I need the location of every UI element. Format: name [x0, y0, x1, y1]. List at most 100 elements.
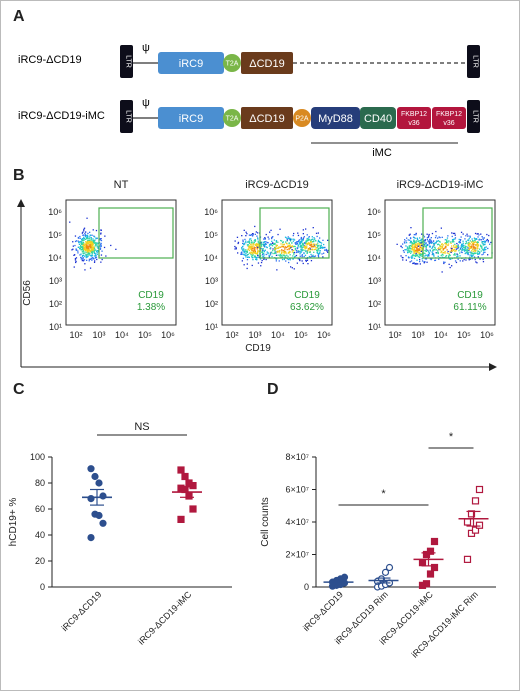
- data-point: [181, 472, 189, 481]
- flow-event-dot: [87, 240, 90, 242]
- flow-event-dot: [80, 245, 82, 248]
- flow-event-dot: [465, 235, 467, 237]
- flow-event-dot: [271, 237, 273, 240]
- flow-event-dot: [460, 251, 462, 253]
- flow-event-dot: [283, 258, 285, 261]
- flow-event-dot: [301, 254, 303, 256]
- flow-event-dot: [250, 245, 252, 247]
- flow-event-dot: [92, 250, 94, 252]
- flow-event-dot: [402, 259, 404, 261]
- flow-event-dot: [254, 251, 256, 253]
- flow-event-dot: [96, 242, 98, 244]
- flow-event-dot: [413, 257, 416, 260]
- flow-event-dot: [286, 246, 289, 248]
- flow-event-dot: [86, 249, 89, 251]
- flow-event-dot: [447, 244, 449, 247]
- flow-event-dot: [421, 249, 423, 251]
- flow-event-dot: [277, 254, 279, 256]
- flow-event-dot: [413, 255, 415, 257]
- flow-event-dot: [429, 249, 431, 251]
- flow-event-dot: [484, 249, 486, 251]
- flow-event-dot: [304, 254, 307, 256]
- flow-event-dot: [481, 247, 483, 250]
- flow-event-dot: [484, 251, 486, 253]
- flow-event-dot: [319, 250, 321, 252]
- flow-plot-frame: [221, 199, 333, 326]
- flow-event-dot: [79, 248, 81, 250]
- flow-event-dot: [444, 261, 446, 263]
- flow-event-dot: [409, 237, 412, 239]
- flow-event-dot: [95, 237, 97, 239]
- flow-event-dot: [79, 241, 81, 243]
- flow-event-dot: [456, 256, 458, 258]
- flow-event-dot: [246, 233, 248, 235]
- flow-event-dot: [475, 252, 477, 254]
- flow-event-dot: [317, 249, 319, 251]
- flow-event-dot: [317, 254, 320, 256]
- flow-event-dot: [427, 254, 429, 256]
- flow-event-dot: [469, 240, 471, 242]
- flow-event-dot: [419, 254, 421, 256]
- flow-event-dot: [77, 237, 80, 239]
- flow-event-dot: [249, 252, 252, 254]
- flow-event-dot: [415, 249, 417, 252]
- flow-event-dot: [471, 255, 474, 257]
- flow-event-dot: [302, 262, 304, 265]
- svg-text:FKBP12: FKBP12: [436, 111, 462, 118]
- flow-event-dot: [433, 243, 435, 245]
- flow-event-dot: [252, 257, 254, 259]
- flow-event-dot: [272, 252, 274, 255]
- flow-event-dot: [257, 251, 259, 254]
- flow-event-dot: [94, 242, 96, 244]
- flow-event-dot: [317, 232, 319, 234]
- flow-event-dot: [427, 240, 429, 242]
- svg-text:LTR: LTR: [125, 110, 132, 123]
- flow-event-dot: [81, 239, 83, 241]
- flow-event-dot: [311, 236, 313, 238]
- flow-event-dot: [298, 241, 301, 243]
- flow-event-dot: [237, 252, 239, 254]
- flow-event-dot: [408, 246, 411, 249]
- flow-event-dot: [416, 247, 418, 249]
- flow-event-dot: [256, 235, 258, 237]
- flow-event-dot: [87, 237, 89, 239]
- flow-event-dot: [416, 238, 418, 240]
- flow-event-dot: [86, 248, 88, 250]
- flow-event-dot: [327, 249, 329, 252]
- flow-event-dot: [274, 242, 276, 245]
- flow-event-dot: [312, 241, 314, 243]
- flow-event-dot: [81, 248, 83, 251]
- flow-event-dot: [327, 251, 329, 253]
- flow-event-dot: [79, 237, 81, 239]
- flow-event-dot: [241, 246, 243, 249]
- flow-event-dot: [418, 248, 421, 250]
- flow-event-dot: [467, 239, 469, 241]
- flow-event-dot: [462, 242, 464, 244]
- flow-event-dot: [451, 232, 453, 234]
- flow-event-dot: [314, 248, 317, 251]
- flow-event-dot: [454, 254, 456, 256]
- flow-event-dot: [240, 253, 242, 255]
- flow-event-dot: [75, 260, 77, 263]
- flow-event-dot: [319, 245, 322, 247]
- flow-event-dot: [92, 229, 94, 231]
- dcd19-box-1: ΔCD19: [241, 52, 293, 74]
- flow-event-dot: [425, 246, 427, 249]
- flow-event-dot: [258, 250, 260, 252]
- flow-event-dot: [294, 251, 296, 254]
- flow-event-dot: [245, 242, 247, 244]
- flow-event-dot: [453, 244, 455, 247]
- flow-event-dot: [405, 245, 407, 247]
- flow-event-dot: [246, 263, 248, 265]
- flow-event-dot: [484, 241, 486, 243]
- flow-event-dot: [454, 260, 457, 262]
- flow-event-dot: [301, 238, 304, 241]
- flow-event-dot: [434, 246, 436, 248]
- flow-event-dot: [272, 242, 274, 244]
- flow-x-tick-label: 10³: [248, 330, 261, 340]
- flow-event-dot: [85, 242, 88, 245]
- flow-event-dot: [431, 247, 433, 250]
- flow-event-dot: [264, 243, 267, 245]
- flow-event-dot: [487, 254, 489, 256]
- irc9-box-2: iRC9: [158, 107, 224, 129]
